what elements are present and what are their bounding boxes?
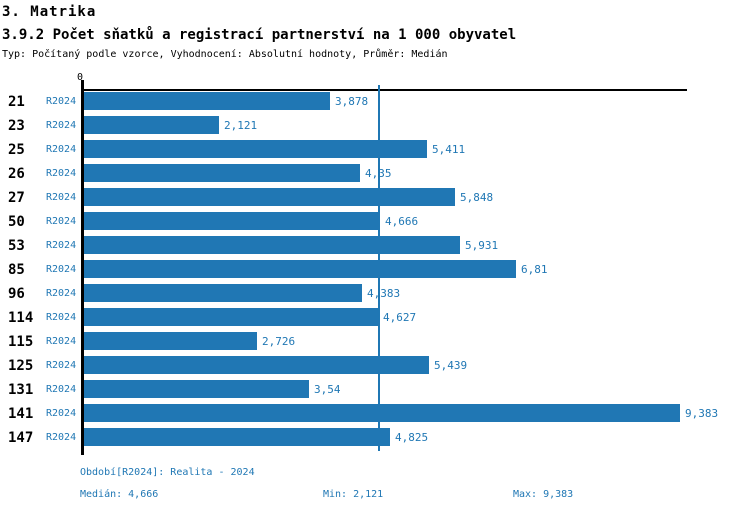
bar-row: 27 R2024 5,848: [0, 186, 750, 210]
category-label: 131: [8, 382, 34, 398]
bar-value-label: 3,878: [335, 95, 369, 108]
stat-median-label: Medián: 4,666: [80, 489, 159, 500]
bar: [84, 212, 380, 230]
legend-period-label: Období[R2024]: Realita - 2024: [80, 467, 255, 478]
y-axis-line: [81, 80, 84, 455]
series-period-label: R2024: [46, 312, 77, 323]
bar-row: 21 R2024 3,878: [0, 90, 750, 114]
bar: [84, 284, 362, 302]
series-period-label: R2024: [46, 168, 77, 179]
category-label: 96: [8, 286, 25, 302]
stat-max-label: Max: 9,383: [513, 489, 574, 500]
x-axis-origin-tick-label: 0: [76, 72, 84, 83]
bar-value-label: 2,726: [262, 335, 296, 348]
bar: [84, 380, 309, 398]
bar-value-label: 4,35: [365, 167, 392, 180]
bar-value-label: 3,54: [314, 383, 341, 396]
bar-value-label: 5,411: [432, 143, 466, 156]
bar-row: 131 R2024 3,54: [0, 378, 750, 402]
bar-value-label: 2,121: [224, 119, 258, 132]
series-period-label: R2024: [46, 288, 77, 299]
bar-value-label: 9,383: [685, 407, 719, 420]
series-period-label: R2024: [46, 264, 77, 275]
series-period-label: R2024: [46, 408, 77, 419]
category-label: 25: [8, 142, 25, 158]
bar: [84, 164, 360, 182]
bar-row: 147 R2024 4,825: [0, 426, 750, 450]
series-period-label: R2024: [46, 120, 77, 131]
series-period-label: R2024: [46, 240, 77, 251]
category-label: 141: [8, 406, 34, 422]
category-label: 115: [8, 334, 34, 350]
bar-value-label: 4,666: [385, 215, 419, 228]
category-label: 114: [8, 310, 34, 326]
bar: [84, 236, 460, 254]
series-period-label: R2024: [46, 432, 77, 443]
bar: [84, 260, 516, 278]
bar-row: 141 R2024 9,383: [0, 402, 750, 426]
bar-row: 85 R2024 6,81: [0, 258, 750, 282]
category-label: 125: [8, 358, 34, 374]
bar: [84, 92, 330, 110]
bar-row: 26 R2024 4,35: [0, 162, 750, 186]
bar: [84, 188, 455, 206]
bar-value-label: 5,931: [465, 239, 499, 252]
bar-row: 115 R2024 2,726: [0, 330, 750, 354]
stat-min-label: Min: 2,121: [323, 489, 384, 500]
series-period-label: R2024: [46, 384, 77, 395]
bar-row: 25 R2024 5,411: [0, 138, 750, 162]
bar: [84, 356, 429, 374]
bar: [84, 332, 257, 350]
bar: [84, 140, 427, 158]
category-label: 23: [8, 118, 25, 134]
bar-value-label: 5,439: [434, 359, 468, 372]
category-label: 26: [8, 166, 25, 182]
series-period-label: R2024: [46, 360, 77, 371]
bar: [84, 428, 390, 446]
bar-row: 125 R2024 5,439: [0, 354, 750, 378]
category-label: 85: [8, 262, 25, 278]
series-period-label: R2024: [46, 96, 77, 107]
category-label: 50: [8, 214, 25, 230]
bar-chart-plot-area: 21 R2024 3,878 23 R2024 2,121 25 R2024 5,411 26 R2…: [0, 90, 750, 452]
bar-value-label: 4,383: [367, 287, 401, 300]
bar-row: 96 R2024 4,383: [0, 282, 750, 306]
bar-row: 23 R2024 2,121: [0, 114, 750, 138]
bar-row: 114 R2024 4,627: [0, 306, 750, 330]
bar: [84, 116, 219, 134]
bar-row: 50 R2024 4,666: [0, 210, 750, 234]
bar-value-label: 5,848: [460, 191, 494, 204]
series-period-label: R2024: [46, 192, 77, 203]
page-title: 3. Matrika: [2, 4, 97, 20]
x-axis-line: [81, 89, 687, 91]
series-period-label: R2024: [46, 216, 77, 227]
bar-value-label: 6,81: [521, 263, 548, 276]
bar-value-label: 4,627: [383, 311, 417, 324]
bar: [84, 404, 680, 422]
series-period-label: R2024: [46, 144, 77, 155]
category-label: 53: [8, 238, 25, 254]
category-label: 27: [8, 190, 25, 206]
bar-value-label: 4,825: [395, 431, 429, 444]
chart-title: 3.9.2 Počet sňatků a registrací partners…: [2, 27, 517, 43]
category-label: 147: [8, 430, 34, 446]
bar-row: 53 R2024 5,931: [0, 234, 750, 258]
chart-meta-info: Typ: Počítaný podle vzorce, Vyhodnocení:…: [2, 49, 448, 60]
category-label: 21: [8, 94, 25, 110]
series-period-label: R2024: [46, 336, 77, 347]
bar: [84, 308, 378, 326]
